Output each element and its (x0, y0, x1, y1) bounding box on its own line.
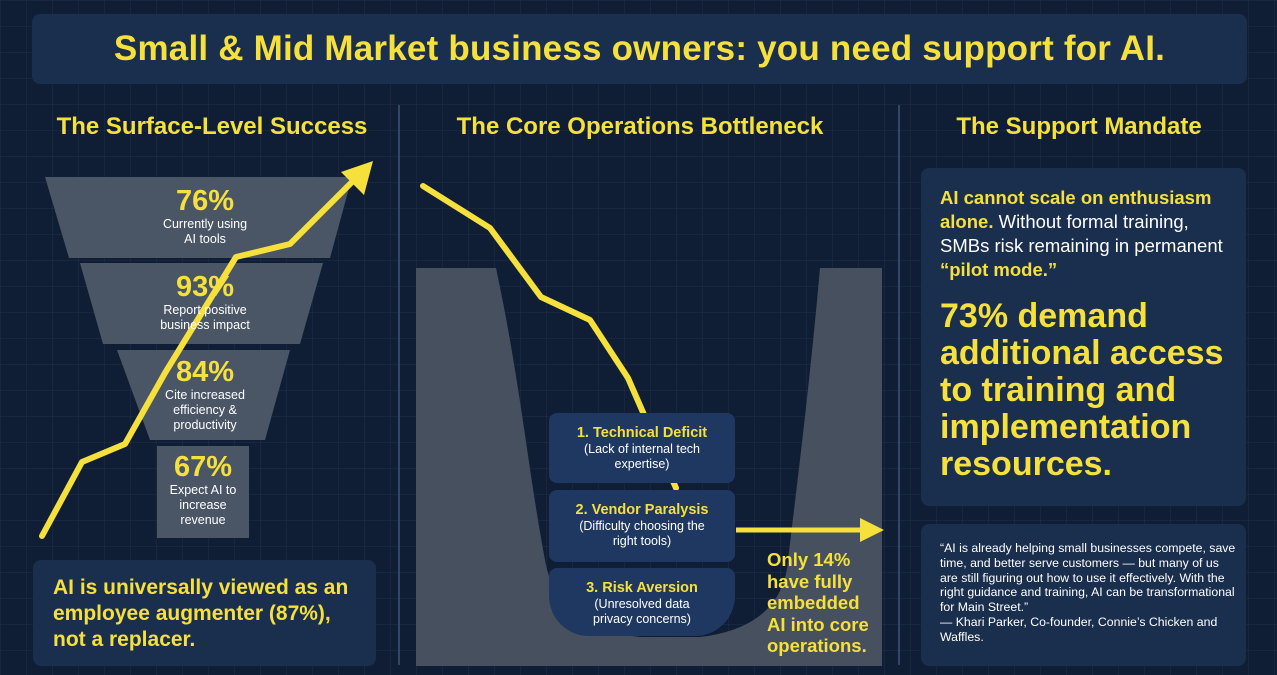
mandate-intro-quote: “pilot mode.” (940, 259, 1058, 280)
funnel-item-4: 67% Expect AI to increase revenue (150, 452, 256, 528)
only-14-line-2: have fully (767, 570, 853, 592)
funnel-item-1: 76% Currently using AI tools (130, 186, 280, 247)
testimonial-text: “AI is already helping small businesses … (940, 541, 1236, 615)
exit-arrowhead (860, 518, 884, 542)
funnel-label-1a: Currently using (162, 217, 248, 231)
right-column-heading: The Support Mandate (956, 113, 1202, 140)
page-title: Small & Mid Market business owners: you … (113, 29, 1166, 68)
testimonial-panel: “AI is already helping small businesses … (921, 524, 1246, 666)
testimonial-body: “AI is already helping small businesses … (940, 541, 1236, 645)
bottleneck-2-sub-a: (Difficulty choosing the (579, 519, 705, 533)
funnel-pct-3: 84% (175, 356, 235, 388)
bottleneck-3-sub-b: privacy concerns) (593, 612, 691, 626)
bottleneck-risk-aversion: 3. Risk Aversion (Unresolved data privac… (549, 568, 735, 636)
funnel-label-2b: business impact (160, 318, 250, 332)
funnel-pct-4: 67% (173, 451, 233, 483)
bottleneck-2-heading: 2. Vendor Paralysis (575, 502, 709, 518)
funnel-segment-4 (157, 446, 249, 538)
rising-trend-line (39, 179, 355, 539)
only-14-line-1: Only 14% (767, 549, 851, 570)
bottleneck-3-sub-a: (Unresolved data (594, 597, 690, 611)
funnel-label-3b: efficiency & (173, 403, 237, 417)
bottleneck-vendor-paralysis: 2. Vendor Paralysis (Difficulty choosing… (549, 490, 735, 562)
rising-trend-arrowhead (341, 161, 373, 195)
only-14-callout: Only 14% have fully embedded AI into cor… (767, 549, 887, 657)
bottleneck-technical-deficit: 1. Technical Deficit (Lack of internal t… (549, 413, 735, 483)
funnel-label-4b: increase (179, 498, 227, 512)
mandate-intro-rest: Without formal training, SMBs risk remai… (940, 211, 1223, 256)
funnel-segment-2 (80, 263, 323, 344)
augmenter-text: AI is universally viewed as an employee … (53, 576, 349, 651)
funnel-pct-1: 76% (175, 185, 235, 217)
mandate-intro: AI cannot scale on enthusiasm alone. Wit… (940, 186, 1235, 282)
middle-column-heading: The Core Operations Bottleneck (456, 113, 824, 140)
support-mandate-panel: AI cannot scale on enthusiasm alone. Wit… (921, 168, 1246, 506)
funnel-label-3c: productivity (173, 418, 237, 432)
funnel-item-3: 84% Cite increased efficiency & producti… (130, 357, 280, 433)
funnel-label-4c: revenue (180, 513, 226, 527)
bottleneck-3-heading: 3. Risk Aversion (586, 580, 698, 596)
funnel-label-2a: Report positive (163, 303, 247, 317)
title-banner: Small & Mid Market business owners: you … (32, 14, 1247, 84)
mandate-big-stat: 73% demand additional access to training… (940, 297, 1224, 483)
augmenter-panel: AI is universally viewed as an employee … (33, 560, 376, 666)
funnel-label-1b: AI tools (184, 232, 226, 246)
left-column-heading: The Surface-Level Success (56, 113, 368, 140)
funnel-segment-1 (45, 177, 352, 258)
funnel-segment-3 (117, 350, 290, 440)
only-14-line-5: operations. (767, 635, 867, 656)
funnel-label-4a: Expect AI to (169, 483, 237, 497)
column-divider-left (398, 105, 400, 665)
only-14-line-3: embedded (767, 592, 860, 613)
only-14-line-4: AI into core (767, 613, 869, 635)
bottleneck-2-sub-b: right tools) (612, 534, 672, 548)
bottleneck-1-sub-a: (Lack of internal tech (583, 442, 701, 456)
mandate-intro-highlight: AI cannot scale on enthusiasm alone. (940, 187, 1212, 232)
funnel-item-2: 93% Report positive business impact (130, 272, 280, 333)
bottleneck-1-heading: 1. Technical Deficit (576, 425, 708, 441)
funnel-pct-2: 93% (175, 271, 235, 303)
testimonial-attribution: — Khari Parker, Co-founder, Connie’s Chi… (940, 614, 1218, 644)
bottleneck-1-sub-b: expertise) (614, 457, 670, 471)
falling-trend-line (420, 183, 679, 491)
valley-shape (416, 268, 882, 666)
column-divider-right (898, 105, 900, 665)
funnel-label-3a: Cite increased (165, 388, 245, 402)
